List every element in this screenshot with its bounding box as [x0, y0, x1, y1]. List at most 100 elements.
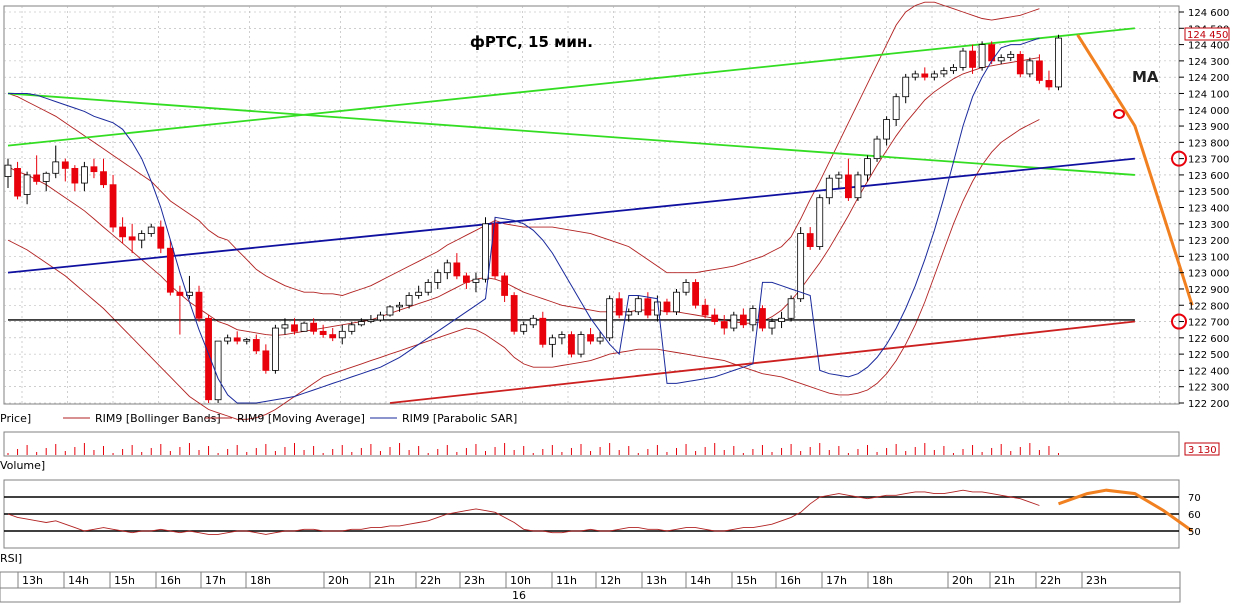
candle-up	[4, 164, 12, 177]
candle-up	[472, 278, 480, 283]
time-tick-label: 13h	[22, 574, 43, 587]
candle-down	[615, 298, 623, 316]
candle-down	[176, 291, 184, 296]
candle-down	[692, 282, 699, 306]
candle-down	[462, 275, 470, 283]
price-tick-label: 123 600	[1188, 171, 1229, 182]
candle-up	[825, 177, 833, 199]
candle-up	[606, 298, 614, 339]
price-tick-label: 122 300	[1188, 383, 1229, 394]
candle-down	[1036, 60, 1043, 81]
candle-up	[940, 70, 948, 75]
candle-up	[673, 291, 680, 313]
candle-up	[42, 172, 50, 182]
time-tick-label: 22h	[420, 574, 441, 587]
candle-up	[386, 306, 394, 316]
candle-down	[539, 317, 547, 345]
candle-down	[71, 167, 79, 184]
price-tick-label: 123 400	[1188, 204, 1229, 215]
time-tick-label: 23h	[464, 574, 485, 587]
time-tick-label: 10h	[510, 574, 531, 587]
time-axis: 13h 14h 15h 16h 17h 18h 20h 21h 22h 23h 10h 11h 12h 1…	[17, 572, 1107, 588]
candle-up	[434, 272, 442, 283]
price-tick-label: 122 700	[1188, 318, 1229, 329]
price-tick-label: 123 900	[1188, 122, 1229, 133]
trend-line-blue-trend	[7, 157, 1135, 274]
price-tick-label: 124 100	[1188, 89, 1229, 100]
candle-up	[558, 334, 566, 339]
volume-bars	[7, 443, 1059, 455]
candle-down	[157, 226, 165, 249]
candle-up	[424, 282, 432, 293]
price-tick-label: 124 200	[1188, 73, 1229, 84]
candle-down	[119, 226, 126, 238]
candle-up	[978, 44, 986, 68]
price-panel-frame	[3, 5, 1180, 405]
candle-down	[90, 166, 98, 173]
time-tick-label: 20h	[328, 574, 349, 587]
candle-up	[950, 66, 957, 72]
rsi-axis: 70 60 50	[1188, 493, 1201, 538]
time-tick-label: 14h	[68, 574, 89, 587]
price-tick-label: 124 000	[1188, 106, 1229, 117]
candle-down	[845, 174, 852, 199]
rsi-tick-label: 60	[1188, 510, 1201, 521]
price-tick-label: 124 300	[1188, 57, 1229, 68]
candle-down	[205, 317, 212, 401]
candle-down	[663, 301, 671, 313]
candle-down	[291, 324, 298, 332]
candle-up	[816, 197, 824, 248]
candle-up	[443, 262, 451, 274]
legend-price: Price]	[0, 412, 31, 425]
candle-up	[873, 138, 881, 160]
candle-up	[482, 223, 489, 280]
price-tick-label: 124 400	[1188, 41, 1229, 52]
marker-circle	[1171, 150, 1187, 167]
time-tick-label: 18h	[250, 574, 271, 587]
candle-up	[778, 317, 785, 322]
candle-down	[319, 330, 327, 335]
candle-down	[921, 73, 929, 78]
marker-circle	[1171, 313, 1187, 330]
candle-up	[902, 76, 910, 98]
forecast-path	[1076, 34, 1194, 330]
price-tick-label: 124 600	[1188, 8, 1229, 19]
legend-ma: RIM9 [Moving Average]	[237, 412, 365, 425]
candle-down	[166, 247, 174, 293]
rsi-tick-label: 70	[1188, 493, 1201, 504]
candle-up	[682, 282, 690, 293]
candlesticks	[4, 34, 1062, 403]
candle-up	[1055, 37, 1062, 88]
legend-sar: RIM9 [Parabolic SAR]	[402, 412, 517, 425]
time-tick-label: 15h	[114, 574, 135, 587]
candle-down	[453, 262, 461, 277]
date-label: 16	[512, 589, 526, 602]
time-tick-label: 14h	[690, 574, 711, 587]
trend-line-red-trend	[389, 320, 1135, 404]
price-tick-label: 122 900	[1188, 285, 1229, 296]
price-tick-label: 122 400	[1188, 366, 1229, 377]
candle-down	[195, 291, 203, 319]
candle-down	[759, 308, 766, 329]
price-tick-label: 123 500	[1188, 187, 1229, 198]
candle-down	[1045, 80, 1053, 88]
candle-up	[338, 330, 346, 339]
candle-up	[797, 233, 805, 300]
date-axis-frame	[0, 587, 1181, 603]
candle-up	[271, 327, 279, 371]
forecast-line	[1076, 34, 1194, 306]
time-tick-label: 21h	[374, 574, 395, 587]
price-tick-label: 123 100	[1188, 252, 1229, 263]
candle-up	[377, 314, 384, 321]
candle-down	[14, 167, 21, 197]
candle-up	[730, 314, 738, 329]
candle-up	[81, 166, 88, 184]
time-tick-label: 16h	[780, 574, 801, 587]
time-tick-label: 20h	[952, 574, 973, 587]
candle-up	[52, 161, 60, 174]
candle-up	[300, 322, 308, 332]
candle-down	[568, 334, 575, 355]
price-tick-label: 123 300	[1188, 220, 1229, 231]
volume-badge-box	[1184, 442, 1220, 456]
